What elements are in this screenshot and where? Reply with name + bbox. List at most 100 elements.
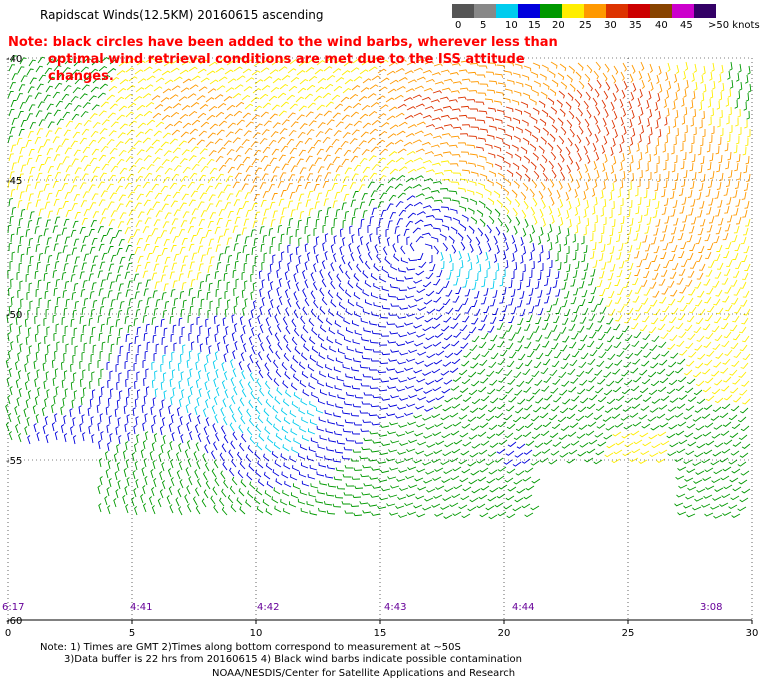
wind-barb [306, 216, 311, 226]
wind-barb [679, 349, 688, 356]
wind-barb [71, 69, 80, 76]
wind-barb [718, 154, 723, 164]
wind-barb [546, 250, 550, 260]
wind-barb [535, 397, 544, 404]
wind-barb [467, 506, 477, 512]
wind-barb [46, 192, 53, 201]
wind-barb [251, 114, 260, 121]
wind-barb [255, 469, 262, 478]
wind-barb [19, 102, 26, 110]
wind-barb [283, 508, 291, 515]
wind-barb [468, 180, 477, 186]
wind-barb [217, 342, 221, 352]
wind-barb [569, 341, 577, 349]
wind-barb [530, 161, 537, 170]
wind-barb [592, 142, 597, 152]
wind-barb [413, 112, 423, 117]
wind-barb [320, 343, 328, 351]
wind-barb [702, 386, 712, 393]
wind-barb [424, 151, 434, 155]
wind-barb [10, 296, 15, 306]
wind-barb [620, 71, 625, 81]
wind-barb [716, 262, 724, 270]
wind-barb [697, 353, 706, 360]
wind-barb [667, 451, 677, 457]
wind-barb [623, 80, 628, 90]
wind-barb [702, 476, 712, 481]
wind-barb [135, 87, 145, 93]
wind-barb [90, 130, 99, 138]
wind-barb [128, 76, 138, 82]
wind-barb [662, 242, 669, 251]
wind-barb [44, 112, 52, 120]
wind-barb [91, 434, 95, 444]
wind-barb [38, 164, 45, 172]
wind-barb [381, 442, 391, 447]
wind-barb [504, 369, 513, 376]
wind-barb [26, 113, 34, 121]
wind-barb [347, 261, 353, 271]
x-axis-ticks: 0 5 10 15 20 25 30 [5, 619, 758, 639]
wind-barb [43, 380, 47, 390]
wind-barb [134, 291, 140, 300]
wind-barb [736, 216, 742, 225]
wind-barb [116, 70, 126, 76]
wind-barb [176, 407, 181, 417]
wind-barb [476, 503, 486, 509]
wind-barb [61, 183, 68, 191]
wind-barb [460, 495, 470, 501]
wind-barb [274, 314, 279, 324]
wind-barb [191, 252, 198, 261]
wind-barb [298, 61, 308, 67]
wind-barb [5, 359, 10, 369]
wind-barb [721, 277, 729, 285]
wind-barb [361, 336, 370, 342]
wind-barb [568, 449, 578, 455]
wind-barb [514, 153, 522, 161]
wind-barb [417, 351, 427, 356]
wind-barb [92, 211, 100, 219]
wind-barb [101, 252, 108, 261]
wind-barb [570, 377, 579, 384]
wind-barb [440, 505, 450, 510]
wind-barb [404, 502, 414, 507]
wind-barb [206, 291, 211, 301]
wind-barb [664, 134, 668, 144]
wind-barb [133, 95, 143, 102]
wind-barb [199, 325, 203, 335]
wind-barb [737, 171, 742, 181]
wind-barb [710, 505, 720, 510]
wind-barb [7, 91, 14, 99]
wind-barb [477, 92, 487, 97]
wind-barb [306, 501, 315, 507]
wind-barb [271, 148, 280, 156]
wind-barb [641, 315, 650, 323]
wind-barb [523, 323, 531, 331]
wind-barb [110, 343, 115, 353]
wind-barb [146, 253, 153, 261]
wind-barb [605, 299, 613, 307]
wind-barb [325, 492, 335, 497]
wind-barb [200, 77, 210, 83]
wind-barb [229, 422, 235, 432]
wind-barb [242, 245, 248, 254]
wind-barb [316, 425, 325, 432]
wind-barb [262, 234, 267, 244]
wind-barb [621, 89, 626, 99]
wind-barb [683, 504, 693, 509]
wind-barb [250, 390, 256, 400]
wind-barb [687, 189, 693, 198]
wind-barb [624, 235, 630, 244]
wind-barb [668, 361, 677, 368]
wind-barb [540, 91, 548, 99]
wind-barb [225, 344, 229, 354]
wind-barb [92, 300, 98, 309]
wind-barb [214, 226, 221, 235]
wind-barb [161, 70, 171, 76]
wind-barb [452, 217, 460, 224]
wind-barb [524, 467, 534, 473]
wind-barb [199, 59, 209, 65]
wind-barb [689, 162, 694, 172]
wind-barb [534, 379, 543, 386]
wind-barb [287, 298, 292, 308]
